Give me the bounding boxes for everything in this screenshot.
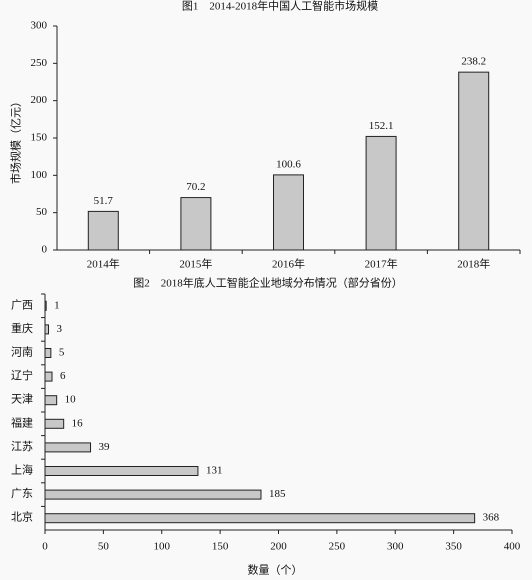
data-label: 39 [99,441,111,453]
y-tick-label: 河南 [11,346,33,359]
data-label: 368 [483,512,500,524]
data-label: 6 [60,370,66,382]
x-tick-label: 200 [270,541,287,553]
x-tick-label: 0 [42,541,48,553]
x-tick-label: 50 [98,541,110,553]
x-tick-label: 350 [445,541,462,553]
data-label: 70.2 [186,181,205,193]
data-label: 1 [54,299,60,311]
x-tick-label: 250 [329,541,346,553]
y-tick-label: 50 [36,206,48,218]
x-tick-label: 2018年 [457,257,490,271]
y-tick-label: 广东 [11,487,33,500]
bar [458,71,490,251]
y-tick-label: 250 [31,57,48,69]
bar [180,197,212,251]
chart-title: 图2 2018年底人工智能企业地域分布情况（部分省份） [133,276,403,290]
x-tick-label: 2017年 [365,257,398,271]
x-tick-label: 100 [154,541,171,553]
bar [365,135,397,251]
y-tick-label: 广西 [11,298,33,311]
y-tick-label: 100 [31,169,48,181]
bar [273,174,304,251]
bar [44,371,53,382]
bar [44,513,476,524]
data-label: 51.7 [94,195,114,207]
bar [44,489,262,500]
y-tick-label: 重庆 [11,321,33,335]
y-tick-label: 福建 [11,415,33,429]
data-label: 131 [206,465,223,477]
data-label: 5 [59,347,65,359]
bar [44,348,52,358]
data-label: 10 [65,394,77,406]
bar [44,395,58,406]
bar [44,300,47,311]
bar [87,210,119,251]
data-label: 3 [57,323,63,335]
data-label: 185 [269,488,286,500]
y-tick-label: 200 [31,94,48,106]
bar [44,442,92,453]
data-label: 100.6 [276,158,301,170]
data-label: 16 [72,417,84,429]
y-tick-label: 北京 [11,510,33,524]
chart-title: 图1 2014-2018年中国人工智能市场规模 [182,0,378,13]
y-tick-label: 150 [31,132,48,144]
y-tick-label: 辽宁 [11,368,33,382]
x-axis-label: 数量（个） [248,564,303,577]
y-axis-label: 市场规模（亿元） [9,96,23,184]
bar [44,418,65,429]
y-tick-label: 0 [42,244,48,256]
y-tick-label: 300 [31,20,48,32]
bar [44,466,199,476]
y-tick-label: 天津 [11,393,33,406]
y-tick-label: 上海 [11,463,33,477]
x-tick-label: 150 [212,541,229,553]
y-tick-label: 江苏 [11,440,33,453]
x-tick-label: 2016年 [272,257,305,271]
x-tick-label: 400 [504,541,521,553]
x-tick-label: 2014年 [87,257,120,271]
data-label: 152.1 [369,120,394,132]
bar [44,324,50,335]
x-tick-label: 2015年 [179,257,212,271]
x-tick-label: 300 [387,541,404,553]
data-label: 238.2 [461,56,486,68]
